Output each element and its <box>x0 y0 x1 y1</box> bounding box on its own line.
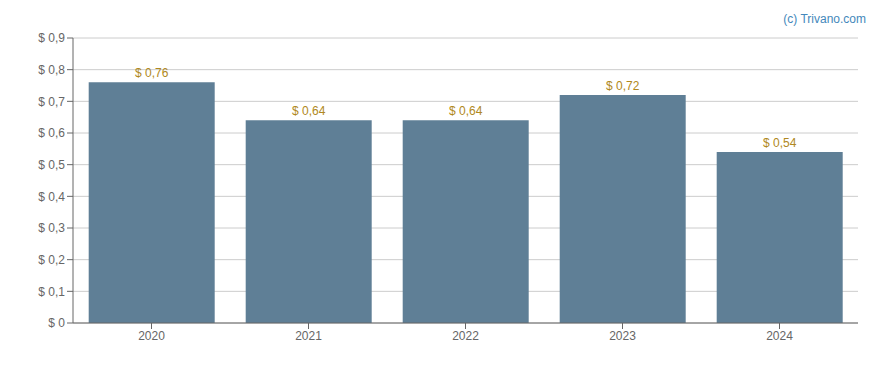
svg-text:$ 0,6: $ 0,6 <box>38 126 65 140</box>
html-text:(c) Trivano.com: (c) Trivano.com <box>783 12 866 26</box>
svg-text:$ 0,9: $ 0,9 <box>38 31 65 45</box>
svg-text:$ 0,64: $ 0,64 <box>449 104 483 118</box>
svg-text:2020: 2020 <box>138 329 165 343</box>
svg-text:$ 0,4: $ 0,4 <box>38 190 65 204</box>
svg-text:2024: 2024 <box>766 329 793 343</box>
svg-text:$ 0,1: $ 0,1 <box>38 285 65 299</box>
svg-text:2021: 2021 <box>295 329 322 343</box>
svg-text:$ 0,2: $ 0,2 <box>38 253 65 267</box>
svg-text:$ 0,7: $ 0,7 <box>38 95 65 109</box>
svg-text:$ 0,54: $ 0,54 <box>763 136 797 150</box>
svg-text:$ 0,64: $ 0,64 <box>292 104 326 118</box>
svg-text:$ 0,3: $ 0,3 <box>38 221 65 235</box>
svg-text:$ 0,76: $ 0,76 <box>135 66 169 80</box>
svg-text:2022: 2022 <box>452 329 479 343</box>
svg-text:$ 0,8: $ 0,8 <box>38 63 65 77</box>
svg-text:$ 0,5: $ 0,5 <box>38 158 65 172</box>
svg-text:$ 0: $ 0 <box>48 316 65 330</box>
svg-text:$ 0,72: $ 0,72 <box>606 79 640 93</box>
svg-text:2023: 2023 <box>609 329 636 343</box>
